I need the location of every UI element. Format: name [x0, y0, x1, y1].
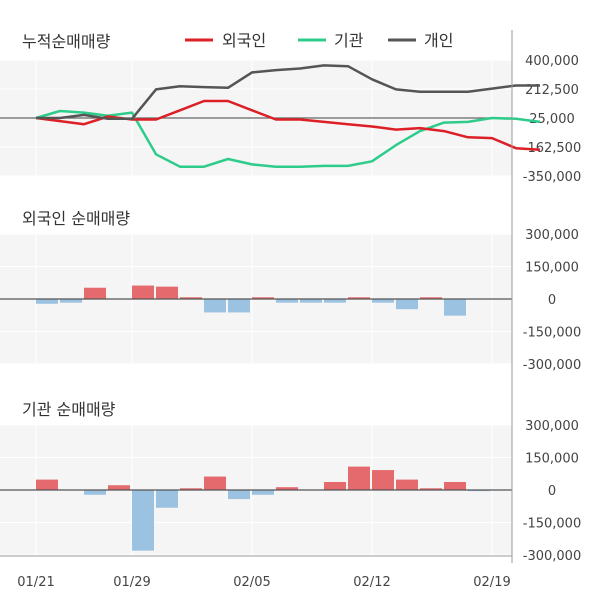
bar [420, 488, 442, 490]
y-tick-label: -162,500 [523, 141, 581, 156]
bar [180, 488, 202, 490]
bar [60, 299, 82, 303]
cumulative-panel-title: 누적순매매량 [22, 32, 111, 51]
x-tick-label: 01/29 [113, 575, 150, 590]
chart-panels: 400,000212,50025,000-162,500-350,000300,… [0, 30, 581, 564]
x-tick-label: 02/19 [473, 575, 510, 590]
y-tick-label: -300,000 [523, 358, 581, 373]
panel-titles: 누적순매매량 외국인 순매매량 기관 순매매량 [22, 32, 130, 419]
bar [84, 287, 106, 299]
bar [180, 297, 202, 299]
bar [156, 490, 178, 508]
bar [396, 299, 418, 310]
foreign-panel-title: 외국인 순매매량 [22, 209, 130, 228]
bar [444, 481, 466, 490]
y-tick-label: 0 [548, 484, 556, 499]
y-tick-label: 150,000 [525, 452, 579, 467]
bar [204, 299, 226, 313]
x-tick-label: 01/21 [17, 575, 54, 590]
legend-individual-label: 개인 [424, 31, 453, 50]
bar [300, 299, 322, 303]
bar [132, 285, 154, 299]
series-line-individual [36, 64, 540, 121]
x-tick-label: 02/12 [353, 575, 390, 590]
y-tick-label: -300,000 [523, 549, 581, 564]
bar [396, 479, 418, 490]
bar [252, 297, 274, 299]
bar [228, 490, 250, 500]
y-tick-label: -150,000 [523, 517, 581, 532]
institution-panel-title: 기관 순매매량 [22, 400, 116, 419]
bar [204, 476, 226, 490]
bar [372, 470, 394, 490]
legend: 외국인 기관 개인 [185, 31, 453, 50]
bar [324, 299, 346, 303]
y-tick-label: 300,000 [525, 419, 579, 434]
legend-institution-label: 기관 [334, 31, 364, 50]
bar [348, 466, 370, 490]
x-tick-label: 02/05 [233, 575, 270, 590]
x-axis: 01/21 01/29 02/05 02/12 02/19 [17, 575, 510, 590]
bar [228, 299, 250, 313]
bar [276, 299, 298, 303]
bar [132, 490, 154, 551]
bar [372, 299, 394, 303]
bar [444, 299, 466, 316]
series-line-institution [35, 109, 541, 168]
bar [108, 485, 130, 490]
y-tick-label: 300,000 [525, 228, 579, 243]
bar [276, 487, 298, 490]
bar [156, 286, 178, 299]
y-tick-label: 150,000 [525, 261, 579, 276]
bar [36, 479, 58, 490]
y-tick-label: 25,000 [529, 112, 575, 127]
legend-foreign-label: 외국인 [222, 31, 266, 50]
bar [420, 297, 442, 299]
bar [324, 481, 346, 490]
bar [348, 297, 370, 299]
y-tick-label: 0 [548, 293, 556, 308]
bar [36, 299, 58, 304]
bar [84, 490, 106, 495]
y-tick-label: -150,000 [523, 326, 581, 341]
bar [252, 490, 274, 495]
y-tick-label: -350,000 [523, 170, 581, 185]
y-tick-label: 400,000 [525, 54, 579, 69]
